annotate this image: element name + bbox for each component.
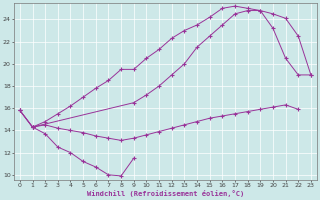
- X-axis label: Windchill (Refroidissement éolien,°C): Windchill (Refroidissement éolien,°C): [87, 190, 244, 197]
